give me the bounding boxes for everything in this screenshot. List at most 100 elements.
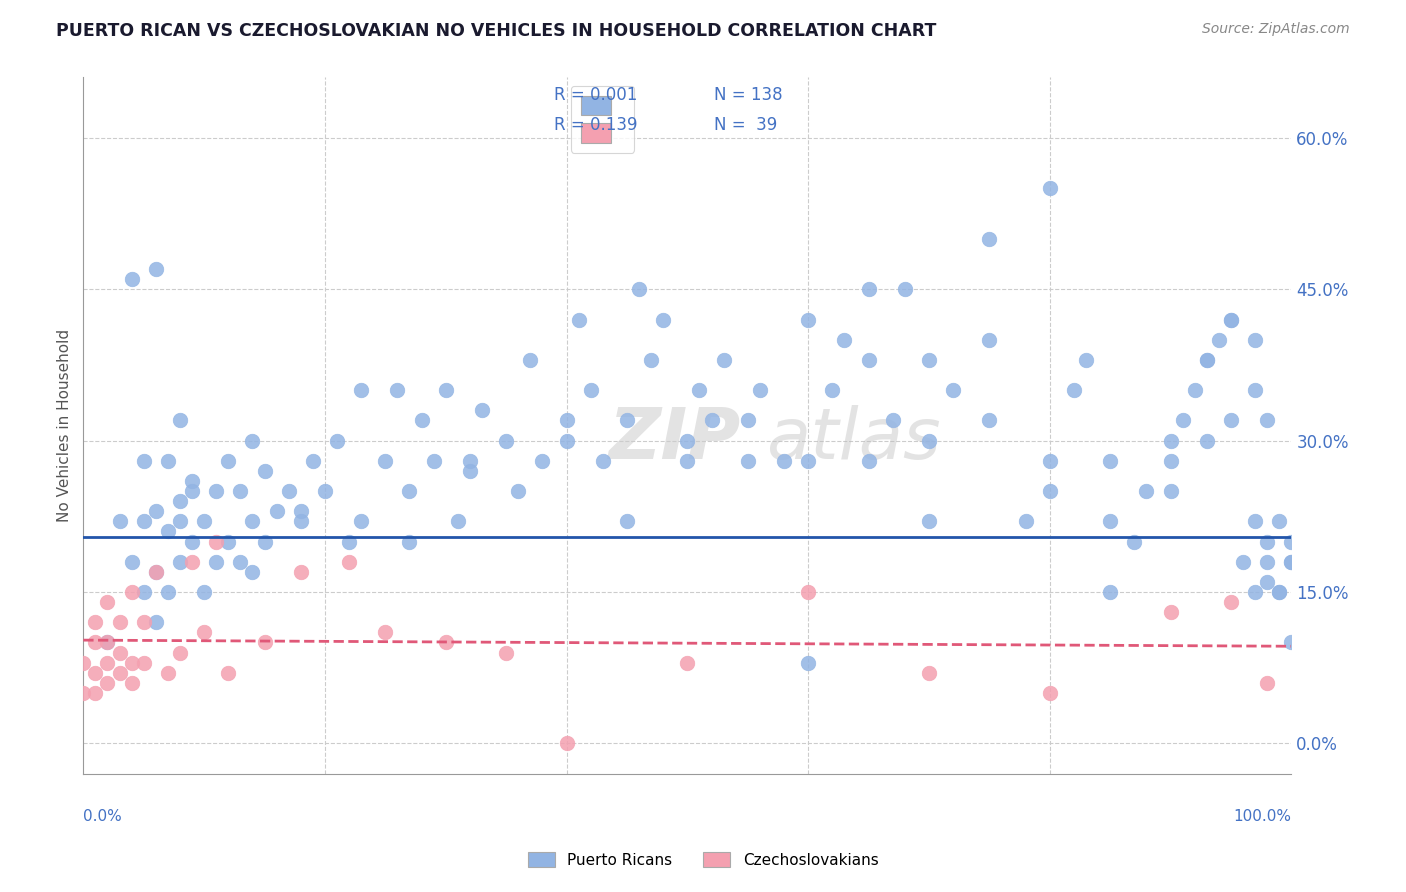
Point — [821, 383, 844, 397]
Point — [918, 515, 941, 529]
Point — [217, 665, 239, 680]
Point — [1220, 595, 1243, 609]
Text: 100.0%: 100.0% — [1233, 809, 1292, 824]
Point — [277, 484, 299, 499]
Point — [266, 504, 288, 518]
Point — [1184, 383, 1206, 397]
Point — [555, 434, 578, 448]
Point — [181, 534, 204, 549]
Point — [1160, 434, 1182, 448]
Point — [1220, 413, 1243, 427]
Point — [1268, 585, 1291, 599]
Point — [374, 454, 396, 468]
Point — [169, 646, 191, 660]
Point — [592, 454, 614, 468]
Point — [1256, 555, 1278, 569]
Point — [96, 635, 118, 649]
Point — [918, 353, 941, 368]
Point — [290, 504, 312, 518]
Point — [1171, 413, 1194, 427]
Point — [531, 454, 554, 468]
Point — [145, 565, 167, 579]
Point — [121, 272, 143, 286]
Point — [555, 413, 578, 427]
Point — [1039, 454, 1062, 468]
Point — [1135, 484, 1157, 499]
Point — [1099, 454, 1122, 468]
Point — [314, 484, 336, 499]
Point — [737, 454, 759, 468]
Point — [96, 676, 118, 690]
Point — [242, 434, 264, 448]
Point — [253, 635, 276, 649]
Point — [242, 515, 264, 529]
Text: PUERTO RICAN VS CZECHOSLOVAKIAN NO VEHICLES IN HOUSEHOLD CORRELATION CHART: PUERTO RICAN VS CZECHOSLOVAKIAN NO VEHIC… — [56, 22, 936, 40]
Point — [84, 686, 107, 700]
Point — [652, 312, 675, 326]
Point — [1232, 555, 1254, 569]
Point — [217, 454, 239, 468]
Point — [942, 383, 965, 397]
Point — [156, 524, 179, 539]
Text: N = 138: N = 138 — [714, 87, 783, 104]
Point — [302, 454, 325, 468]
Point — [1256, 676, 1278, 690]
Point — [205, 484, 228, 499]
Point — [1039, 181, 1062, 195]
Point — [1039, 484, 1062, 499]
Point — [411, 413, 433, 427]
Point — [326, 434, 349, 448]
Point — [72, 656, 94, 670]
Point — [700, 413, 723, 427]
Point — [894, 282, 917, 296]
Point — [145, 504, 167, 518]
Point — [290, 565, 312, 579]
Point — [918, 665, 941, 680]
Point — [1244, 585, 1267, 599]
Point — [121, 585, 143, 599]
Point — [145, 262, 167, 277]
Point — [1123, 534, 1146, 549]
Point — [1256, 574, 1278, 589]
Point — [797, 312, 820, 326]
Point — [217, 534, 239, 549]
Point — [121, 676, 143, 690]
Y-axis label: No Vehicles in Household: No Vehicles in Household — [58, 329, 72, 522]
Point — [434, 383, 457, 397]
Point — [797, 585, 820, 599]
Point — [156, 585, 179, 599]
Point — [169, 413, 191, 427]
Point — [121, 656, 143, 670]
Point — [96, 635, 118, 649]
Point — [640, 353, 662, 368]
Point — [713, 353, 735, 368]
Point — [1220, 312, 1243, 326]
Point — [676, 434, 699, 448]
Point — [1014, 515, 1036, 529]
Point — [1244, 333, 1267, 347]
Point — [508, 484, 530, 499]
Point — [434, 635, 457, 649]
Text: Source: ZipAtlas.com: Source: ZipAtlas.com — [1202, 22, 1350, 37]
Point — [918, 434, 941, 448]
Point — [229, 484, 252, 499]
Point — [84, 665, 107, 680]
Legend: , : , — [571, 86, 634, 153]
Point — [519, 353, 541, 368]
Point — [169, 494, 191, 508]
Point — [108, 615, 131, 630]
Point — [145, 565, 167, 579]
Point — [108, 665, 131, 680]
Point — [1039, 686, 1062, 700]
Text: ZIP: ZIP — [609, 405, 741, 474]
Text: R = 0.139: R = 0.139 — [554, 116, 637, 134]
Point — [1244, 515, 1267, 529]
Point — [1281, 555, 1303, 569]
Point — [72, 686, 94, 700]
Point — [471, 403, 494, 417]
Point — [337, 534, 360, 549]
Point — [387, 383, 409, 397]
Point — [628, 282, 651, 296]
Point — [447, 515, 470, 529]
Point — [229, 555, 252, 569]
